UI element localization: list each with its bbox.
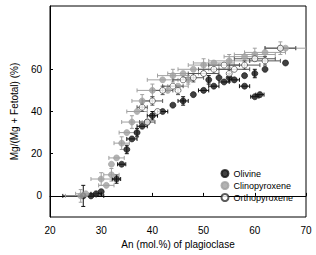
svg-text:Olivine: Olivine xyxy=(233,169,261,179)
svg-text:40: 40 xyxy=(31,106,43,117)
svg-text:0: 0 xyxy=(36,190,42,201)
svg-text:70: 70 xyxy=(300,225,312,236)
svg-text:Clinopyroxene: Clinopyroxene xyxy=(233,181,291,191)
svg-text:20: 20 xyxy=(31,148,43,159)
svg-text:Orthopyroxene: Orthopyroxene xyxy=(233,193,293,203)
svg-text:Mg/(Mg + Fetotal) (%): Mg/(Mg + Fetotal) (%) xyxy=(9,63,20,161)
svg-text:50: 50 xyxy=(198,225,210,236)
svg-text:30: 30 xyxy=(96,225,108,236)
svg-text:60: 60 xyxy=(249,225,261,236)
svg-text:40: 40 xyxy=(147,225,159,236)
svg-text:20: 20 xyxy=(44,225,56,236)
svg-text:An (mol.%) of plagioclase: An (mol.%) of plagioclase xyxy=(121,239,235,250)
svg-text:60: 60 xyxy=(31,64,43,75)
